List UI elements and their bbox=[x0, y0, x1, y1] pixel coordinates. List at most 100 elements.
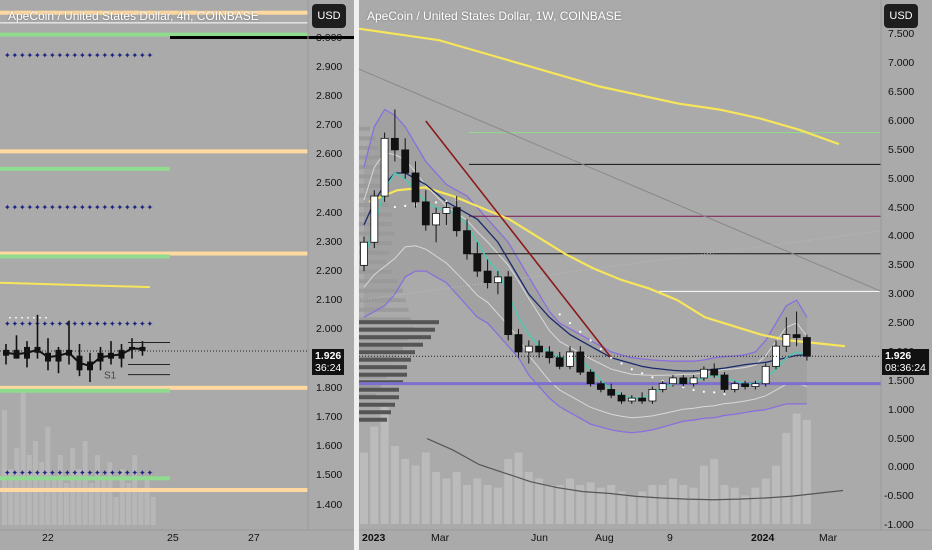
left-pivot-dot: ✦ bbox=[102, 51, 109, 60]
left-level-line bbox=[0, 487, 308, 492]
right-parabolic-dot bbox=[702, 390, 705, 393]
right-x-tick: Mar bbox=[819, 532, 838, 544]
right-volume-bar bbox=[401, 459, 410, 524]
left-pivot-dot: ✦ bbox=[117, 51, 124, 60]
left-level-line bbox=[0, 254, 170, 259]
left-pivot-dot: ✦ bbox=[42, 468, 49, 477]
right-price-axis[interactable]: 7.500 7.000 6.500 6.000 5.500 5.000 4.500 4.000… bbox=[881, 0, 929, 531]
left-pivot-dot: ✦ bbox=[124, 203, 131, 212]
right-volume-bar bbox=[658, 485, 667, 524]
right-oscillator-line bbox=[426, 437, 844, 501]
right-candle-body bbox=[473, 253, 482, 272]
left-volume-bar bbox=[70, 448, 76, 525]
right-x-tick: 2023 bbox=[362, 532, 386, 544]
right-candle-body bbox=[576, 351, 585, 373]
right-y-tick: 0.500 bbox=[888, 432, 915, 445]
right-y-tick: 0.000 bbox=[888, 461, 915, 474]
right-volume-bar bbox=[586, 482, 595, 524]
left-pivot-dot: ✦ bbox=[72, 51, 79, 60]
right-parabolic-dot bbox=[723, 392, 726, 396]
right-chart-pane[interactable]: ApeCoin / United States Dollar, 1W, COIN… bbox=[359, 0, 932, 550]
left-y-tick: 2.300 bbox=[316, 235, 343, 248]
right-bollinger-upper bbox=[363, 108, 808, 362]
left-pivot-dot: ✦ bbox=[57, 468, 64, 477]
left-y-tick: 1.800 bbox=[316, 381, 343, 394]
right-currency-button[interactable]: USD bbox=[884, 4, 918, 28]
right-volume-bar bbox=[720, 485, 729, 524]
left-pivot-dots: ✦✦✦✦✦✦✦✦✦✦✦✦✦✦✦✦✦✦✦✦ bbox=[4, 468, 154, 477]
pane-divider[interactable] bbox=[354, 0, 359, 550]
left-chart-canvas[interactable]: ✦ ✦ ✦ ✦ ✦ ✦ ✦ ✦ ✦ ✦ ✦ ✦ ✦ ✦ ✦ ✦ ✦ ✦ ✦ ✦✦ ✦ ✦ ✦ ✦ ✦ ✦ ✦ ✦ ✦ ✦ ✦ ✦ ✦ ✦ ✦ ✦ ✦ ✦ ✦… bbox=[0, 0, 354, 550]
right-volume-profile-bar bbox=[359, 387, 399, 392]
right-parabolic-dot bbox=[641, 372, 644, 375]
right-parabolic-dot bbox=[435, 201, 438, 204]
right-y-tick: 3.000 bbox=[888, 288, 915, 301]
right-volume-bar bbox=[504, 459, 513, 524]
right-candle-body bbox=[730, 383, 739, 390]
left-volume-bar bbox=[101, 476, 107, 525]
left-y-tick: 1.700 bbox=[316, 410, 343, 423]
left-pivot-dot: ✦ bbox=[49, 51, 56, 60]
right-inner-band-upper bbox=[363, 152, 808, 376]
left-pivot-dot: ✦ bbox=[12, 468, 19, 477]
left-pivot-dot: ✦ bbox=[12, 51, 19, 60]
right-x-tick: 9 bbox=[667, 532, 673, 544]
right-volume-profile-bar bbox=[359, 350, 415, 355]
right-candle-body bbox=[370, 195, 379, 243]
right-candle-body bbox=[627, 397, 636, 402]
right-volume-profile-bar bbox=[359, 342, 423, 347]
left-pivot-dot: ✦ bbox=[102, 320, 109, 329]
right-parabolic-dot bbox=[692, 388, 695, 392]
right-chart-canvas[interactable] bbox=[359, 0, 932, 550]
right-volume-bar bbox=[535, 478, 544, 524]
right-volume-bar bbox=[411, 465, 420, 524]
left-volume-bar bbox=[76, 469, 82, 525]
left-level-line bbox=[0, 149, 308, 154]
right-x-tick: 2024 bbox=[751, 532, 775, 544]
left-price-axis[interactable]: 3.000 2.900 2.800 2.700 2.600 2.500 2.400 2.300… bbox=[308, 0, 354, 530]
right-y-tick: 3.500 bbox=[888, 259, 915, 272]
left-pivot-dot: ✦ bbox=[79, 468, 86, 477]
right-volume-bar bbox=[792, 413, 801, 524]
right-x-tick: Mar bbox=[431, 532, 450, 544]
left-pivot-dots: ✦✦✦✦✦✦✦✦✦✦✦✦✦✦✦✦✦✦✦✦ bbox=[4, 51, 154, 60]
right-y-tick: 5.500 bbox=[888, 143, 915, 156]
left-pivot-dot: ✦ bbox=[102, 468, 109, 477]
right-candle-body bbox=[483, 270, 492, 284]
right-yellow-ma-mid bbox=[368, 186, 846, 348]
left-pivot-dot: ✦ bbox=[109, 320, 116, 329]
left-pivot-dot: ✦ bbox=[109, 468, 116, 477]
right-candle-body bbox=[360, 241, 368, 266]
right-candle-body bbox=[442, 207, 451, 214]
left-volume-bar bbox=[150, 497, 156, 525]
left-volume-bar bbox=[33, 441, 38, 525]
right-volume-bar bbox=[710, 459, 719, 524]
right-candle-body bbox=[401, 149, 410, 174]
left-currency-button[interactable]: USD bbox=[312, 4, 346, 28]
left-pivot-dot: ✦ bbox=[124, 468, 131, 477]
right-y-tick: 6.500 bbox=[888, 86, 915, 99]
right-chart-title: ApeCoin / United States Dollar, 1W, COIN… bbox=[367, 9, 622, 23]
left-y-tick: 1.600 bbox=[316, 440, 343, 453]
right-volume-bar bbox=[360, 452, 368, 524]
right-candle-body bbox=[699, 368, 708, 379]
left-s1-label: S1 bbox=[104, 371, 117, 382]
left-pivot-dot: ✦ bbox=[72, 320, 79, 329]
left-chart-pane[interactable]: ✦ ✦ ✦ ✦ ✦ ✦ ✦ ✦ ✦ ✦ ✦ ✦ ✦ ✦ ✦ ✦ ✦ ✦ ✦ ✦ ✦ ✦ ✦ ✦ ✦ ✦ ✦ ✦ ✦ ✦ ✦ ✦ ✦ ✦ ✦ ✦ ✦ ✦ ✦ ✦… bbox=[0, 0, 354, 550]
left-pivot-dot: ✦ bbox=[64, 51, 71, 60]
right-candle-body bbox=[452, 207, 461, 232]
right-y-tick: 7.500 bbox=[888, 28, 915, 41]
right-volume-bar bbox=[679, 485, 688, 524]
right-volume-bar bbox=[463, 485, 471, 524]
left-pivot-dot: ✦ bbox=[117, 320, 124, 329]
left-pivot-dot: ✦ bbox=[79, 51, 86, 60]
right-volume-bar bbox=[380, 407, 389, 524]
right-volume-profile-bar bbox=[359, 345, 403, 350]
left-pivot-dot: ✦ bbox=[124, 51, 131, 60]
right-volume-bar bbox=[699, 465, 708, 524]
right-volume-bar bbox=[524, 472, 533, 524]
left-pivot-dot: ✦ bbox=[139, 468, 146, 477]
right-volume-bar bbox=[741, 495, 750, 524]
right-candle-body bbox=[411, 172, 420, 203]
right-volume-bar bbox=[627, 495, 636, 524]
